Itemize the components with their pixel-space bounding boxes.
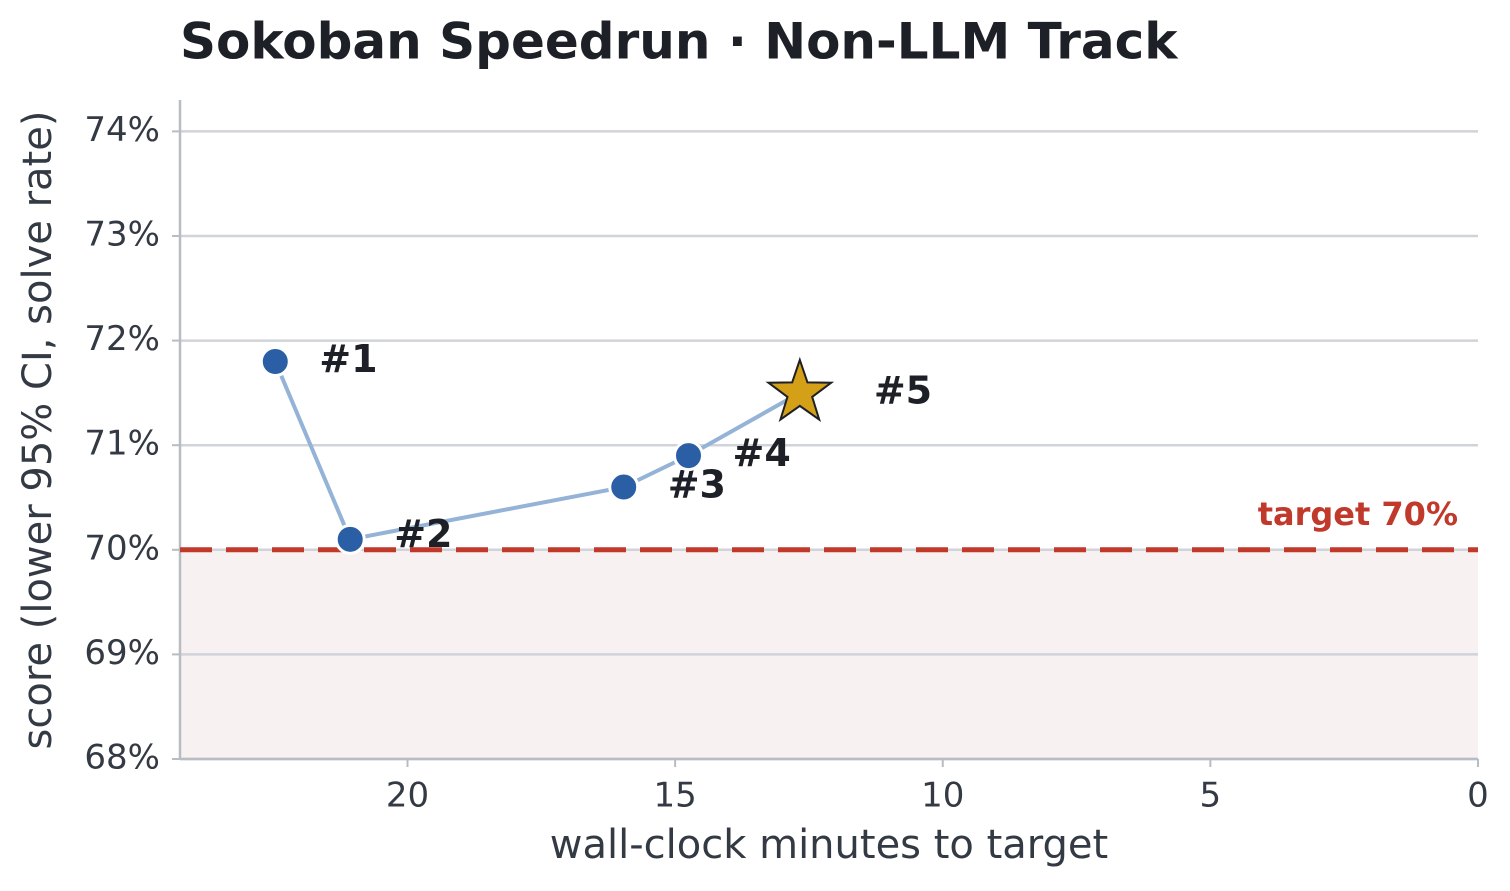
x-tick-label: 15 [653,776,696,816]
point-label: #1 [319,337,377,381]
point-marker [334,523,366,555]
y-tick-label: 70% [84,528,160,568]
point-label: #4 [732,431,790,475]
point-marker [259,346,291,378]
y-axis-label: score (lower 95% CI, solve rate) [15,111,61,750]
x-tick-label: 0 [1467,776,1489,816]
x-tick-label: 5 [1200,776,1222,816]
highlight-marker [765,356,835,423]
point-marker [608,471,640,503]
chart-title: Sokoban Speedrun · Non-LLM Track [180,13,1179,71]
x-tick-label: 20 [386,776,429,816]
y-tick-label: 68% [84,738,160,778]
x-axis-label: wall-clock minutes to target [550,822,1108,868]
y-tick-label: 74% [84,110,160,150]
point-label: #2 [394,512,452,556]
y-tick-label: 73% [84,214,160,254]
point-label: #5 [874,368,932,412]
point-marker [672,440,704,472]
point-label: #3 [668,463,726,507]
y-tick-label: 72% [84,319,160,359]
target-label: target 70% [1258,495,1458,533]
y-tick-label: 69% [84,633,160,673]
y-tick-label: 71% [84,424,160,464]
x-tick-label: 10 [921,776,964,816]
series-line [273,360,801,542]
